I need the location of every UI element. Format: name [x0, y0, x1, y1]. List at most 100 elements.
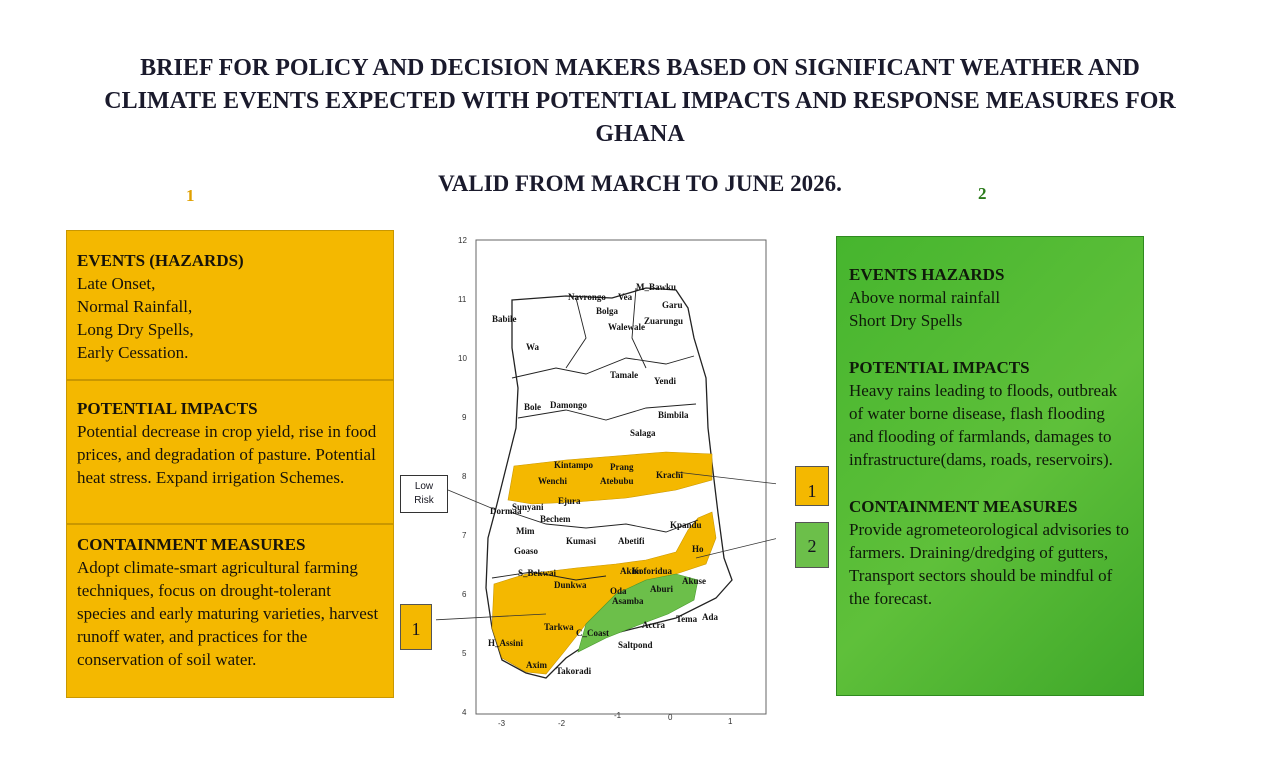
- zone-1-measures-text: Adopt climate-smart agricultural farming…: [77, 558, 379, 669]
- title-line-2: CLIMATE EVENTS EXPECTED WITH POTENTIAL I…: [104, 88, 1176, 114]
- zone-2-key-right: 2: [795, 522, 829, 568]
- zone-2-coastal-area: [577, 573, 699, 653]
- zone-2-leader-line: [695, 538, 776, 559]
- town-takoradi: Takoradi: [556, 666, 592, 676]
- zone-2-impacts-text: Heavy rains leading to floods, outbreak …: [849, 381, 1118, 469]
- ghana-risk-map: Navrongo Vea M_Bawku Garu Bolga Zuarungu…: [436, 228, 776, 728]
- x-tick: -3: [498, 719, 506, 728]
- zone-1-impacts-heading: POTENTIAL IMPACTS: [77, 399, 258, 418]
- town-yendi: Yendi: [654, 376, 677, 386]
- town-kpandu: Kpandu: [670, 520, 702, 530]
- town-akuse: Akuse: [682, 576, 706, 586]
- zone-2-event-item: Above normal rainfall: [849, 288, 1001, 307]
- town-dormaa: Dormaa: [490, 506, 522, 516]
- zone-1-middle-belt: [507, 451, 713, 505]
- town-wenchi: Wenchi: [538, 476, 568, 486]
- map-canvas: Navrongo Vea M_Bawku Garu Bolga Zuarungu…: [436, 236, 776, 728]
- y-tick: 10: [458, 354, 467, 363]
- y-tick: 7: [462, 531, 467, 540]
- title-line-1: BRIEF FOR POLICY AND DECISION MAKERS BAS…: [140, 55, 1140, 81]
- x-tick: -2: [558, 719, 566, 728]
- low-risk-leader-line: [447, 489, 497, 511]
- town-atebubu: Atebubu: [600, 476, 634, 486]
- zone-1-key-left: 1: [400, 604, 432, 650]
- y-tick: 11: [458, 295, 467, 304]
- district-boundaries: [491, 287, 699, 581]
- zone-1-events-heading: EVENTS (HAZARDS): [77, 251, 244, 270]
- town-accra: Accra: [642, 620, 665, 630]
- low-risk-label: Low Risk: [400, 475, 448, 513]
- zone-2-event-item: Short Dry Spells: [849, 311, 963, 330]
- title-line-3: GHANA: [595, 121, 685, 147]
- town-axim: Axim: [526, 660, 548, 670]
- town-babile: Babile: [492, 314, 517, 324]
- y-tick: 12: [458, 236, 467, 245]
- town-bole: Bole: [524, 402, 541, 412]
- y-axis-ticks: 12 11 10 9 8 7 6 5 4: [458, 236, 467, 717]
- zone-1-measures-heading: CONTAINMENT MEASURES: [77, 535, 306, 554]
- x-tick: 0: [668, 713, 673, 722]
- zone-1-left-leader-line: [436, 613, 547, 621]
- town-aburi: Aburi: [650, 584, 674, 594]
- town-tema: Tema: [676, 614, 698, 624]
- town-half-assini: H_Assini: [488, 638, 524, 648]
- town-krachi: Krachi: [656, 470, 683, 480]
- town-kumasi: Kumasi: [566, 536, 597, 546]
- town-walewale: Walewale: [608, 322, 645, 332]
- town-saltpond: Saltpond: [618, 640, 653, 650]
- zone-2-impacts: POTENTIAL IMPACTS Heavy rains leading to…: [849, 356, 1133, 471]
- town-bechem: Bechem: [540, 514, 571, 524]
- town-sunyani: Sunyani: [512, 502, 544, 512]
- town-asamba: Asamba: [612, 596, 644, 606]
- zone-1-impacts-text: Potential decrease in crop yield, rise i…: [77, 422, 377, 487]
- validity-period: VALID FROM MARCH TO JUNE 2026.: [438, 171, 842, 196]
- zone-1-southern-area: [491, 511, 717, 675]
- town-wa: Wa: [526, 342, 540, 352]
- town-bimbila: Bimbila: [658, 410, 689, 420]
- town-bolga: Bolga: [596, 306, 619, 316]
- town-salaga: Salaga: [630, 428, 656, 438]
- panel-1-number: 1: [186, 186, 195, 205]
- town-tarkwa: Tarkwa: [544, 622, 574, 632]
- panel-2-number: 2: [978, 184, 987, 203]
- town-garu: Garu: [662, 300, 683, 310]
- zone-1-event-item: Early Cessation.: [77, 343, 189, 362]
- zone-1-event-item: Late Onset,: [77, 274, 156, 293]
- zone-2-measures-heading: CONTAINMENT MEASURES: [849, 497, 1078, 516]
- x-axis-ticks: -3 -2 -1 0 1: [498, 711, 733, 728]
- town-zuarungu: Zuarungu: [644, 316, 683, 326]
- town-dunkwa: Dunkwa: [554, 580, 587, 590]
- y-tick: 6: [462, 590, 467, 599]
- town-bawku: M_Bawku: [636, 282, 676, 292]
- zone-1-event-item: Normal Rainfall,: [77, 297, 193, 316]
- town-oda: Oda: [610, 586, 627, 596]
- zone-2-events: EVENTS HAZARDS Above normal rainfall Sho…: [849, 263, 1133, 332]
- low-risk-line-1: Low: [414, 481, 434, 492]
- town-tamale: Tamale: [610, 370, 638, 380]
- town-kintampo: Kintampo: [554, 460, 594, 470]
- town-vea: Vea: [618, 292, 633, 302]
- zone-1-impacts: POTENTIAL IMPACTS Potential decrease in …: [66, 380, 394, 524]
- y-tick: 5: [462, 649, 467, 658]
- town-ejura: Ejura: [558, 496, 581, 506]
- town-labels: Navrongo Vea M_Bawku Garu Bolga Zuarungu…: [488, 282, 719, 676]
- town-mim: Mim: [516, 526, 535, 536]
- zone-2-events-heading: EVENTS HAZARDS: [849, 265, 1005, 284]
- zone-1-panel: EVENTS (HAZARDS) Late Onset, Normal Rain…: [66, 230, 394, 698]
- town-abetifi: Abetifi: [618, 536, 645, 546]
- zone-1-leader-line: [675, 471, 776, 485]
- zone-2-measures: CONTAINMENT MEASURES Provide agrometeoro…: [849, 495, 1133, 610]
- zone-2-impacts-heading: POTENTIAL IMPACTS: [849, 358, 1030, 377]
- x-tick: 1: [728, 717, 733, 726]
- zone-1-measures: CONTAINMENT MEASURES Adopt climate-smart…: [66, 524, 394, 698]
- zone-2-panel: EVENTS HAZARDS Above normal rainfall Sho…: [836, 236, 1144, 696]
- y-tick: 9: [462, 413, 467, 422]
- zone-1-key-right: 1: [795, 466, 829, 506]
- town-navrongo: Navrongo: [568, 292, 606, 302]
- town-prang: Prang: [610, 462, 634, 472]
- page-title: BRIEF FOR POLICY AND DECISION MAKERS BAS…: [20, 52, 1260, 151]
- low-risk-line-2: Risk: [414, 495, 434, 506]
- y-tick: 4: [462, 708, 467, 717]
- town-koforidua: Koforidua: [632, 566, 673, 576]
- x-tick: -1: [614, 711, 622, 720]
